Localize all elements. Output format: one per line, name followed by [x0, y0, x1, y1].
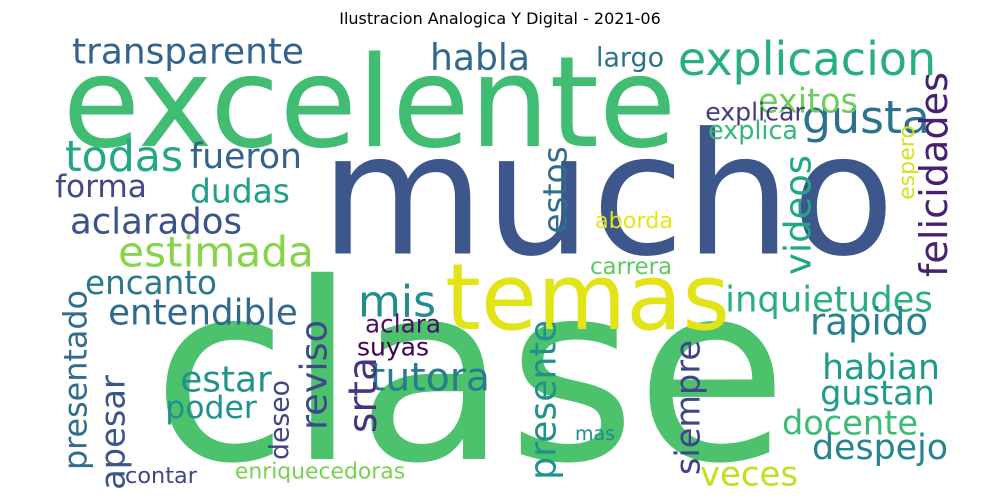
word-entendible: entendible [108, 293, 298, 334]
word-srta: srta [340, 357, 386, 433]
word-reviso: reviso [293, 320, 336, 430]
word-aclarados: aclarados [70, 202, 242, 243]
word-excelente: excelente [63, 29, 677, 176]
word-gusta: gusta [802, 90, 930, 144]
word-dudas: dudas [190, 172, 290, 211]
word-suyas: suyas [357, 333, 429, 362]
word-veces: veces [700, 455, 798, 494]
word-felicidades: felicidades [913, 72, 957, 277]
word-despejo: despejo [812, 428, 948, 468]
word-carrera: carrera [590, 254, 672, 280]
word-aclara: aclara [365, 310, 441, 339]
word-presentado: presentado [58, 290, 95, 470]
word-encanto: encanto [85, 264, 217, 302]
word-estos: estos [536, 146, 575, 234]
word-explica: explica [708, 115, 798, 145]
word-inquietudes: inquietudes [725, 280, 933, 321]
word-explicacion: explicacion [678, 32, 936, 86]
word-mis: mis [358, 277, 436, 328]
word-exitos: exitos [758, 82, 858, 121]
word-apesar: apesar [94, 375, 133, 490]
chart-title: Ilustracion Analogica Y Digital - 2021-0… [339, 9, 661, 28]
word-deseo: deseo [265, 380, 296, 460]
word-enriquecedoras: enriquecedoras [235, 460, 405, 485]
word-transparente: transparente [72, 32, 304, 73]
word-clase: clase [152, 231, 787, 500]
word-aborda: aborda [595, 208, 673, 234]
word-habian: habian [822, 348, 940, 388]
word-mas: mas [575, 423, 615, 445]
word-videos: videos [777, 155, 820, 275]
word-presente: presente [522, 320, 565, 480]
word-largo: largo [596, 43, 664, 74]
word-estar: estar [180, 360, 272, 401]
word-temas: temas [445, 244, 730, 351]
word-fueron: fueron [190, 137, 302, 177]
word-mucho: mucho [320, 97, 895, 294]
word-explicar: explicar [705, 98, 805, 127]
word-contar: contar [125, 463, 198, 489]
word-habla: habla [430, 37, 530, 79]
word-tutora: tutora [370, 356, 490, 401]
word-siempre: siempre [669, 340, 708, 475]
word-poder: poder [165, 390, 257, 426]
word-estimada: estimada [118, 228, 314, 277]
word-todas: todas [65, 132, 183, 182]
word-espero: espero [894, 125, 920, 200]
word-forma: forma [55, 169, 147, 205]
word-rapido: rapido [810, 301, 928, 344]
word-docente: docente [782, 404, 918, 443]
word-gustan: gustan [820, 374, 935, 413]
